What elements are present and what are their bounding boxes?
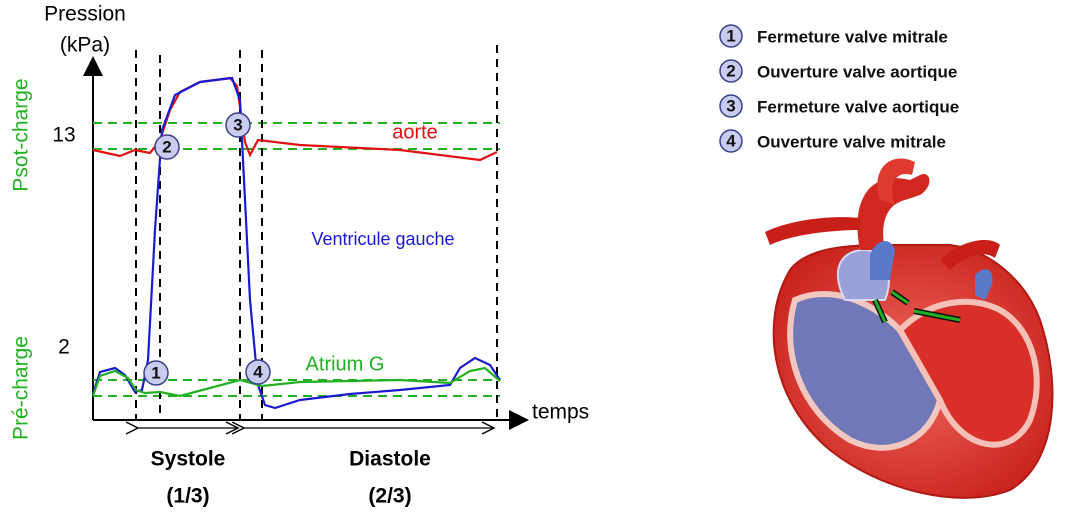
afterload-label: Psot-charge: [10, 78, 33, 191]
marker-number: 2: [162, 137, 171, 156]
marker: 4: [245, 359, 271, 385]
x-label: temps: [532, 401, 589, 424]
legend-number: 4: [726, 131, 736, 150]
y-label: (kPa): [60, 34, 110, 57]
marker: 3: [225, 112, 251, 138]
legend-text: Ouverture valve aortique: [757, 62, 957, 81]
y-tick: 2: [58, 336, 70, 359]
marker-number: 3: [233, 115, 242, 134]
ventricle-curve: [91, 76, 501, 410]
marker: 1: [143, 360, 169, 386]
phase-fraction: (2/3): [368, 485, 411, 508]
legend-item: 4 Ouverture valve mitrale: [719, 129, 946, 153]
legend-text: Fermeture valve aortique: [757, 97, 959, 116]
atrium-label: Atrium G: [306, 353, 385, 375]
legend-number: 1: [726, 26, 735, 45]
preload-label: Pré-charge: [10, 336, 33, 440]
legend-number: 2: [726, 61, 735, 80]
legend-text: Fermeture valve mitrale: [757, 27, 948, 46]
legend-item: 1 Fermeture valve mitrale: [719, 24, 948, 48]
atrium-curve: [91, 366, 501, 398]
legend-number: 3: [726, 96, 735, 115]
y-tick: 13: [52, 124, 75, 147]
marker-number: 1: [151, 363, 160, 382]
marker-number: 4: [253, 362, 263, 381]
aorta-curve: [92, 76, 498, 162]
phase-name: Diastole: [349, 448, 431, 471]
legend-text: Ouverture valve mitrale: [757, 132, 946, 151]
marker: 2: [154, 134, 180, 160]
y-label: Pression: [44, 3, 126, 26]
heart-illustration: [765, 158, 1054, 499]
aorta-label: aorte: [392, 121, 438, 143]
ventricle-label: Ventricule gauche: [311, 229, 454, 249]
legend-item: 3 Fermeture valve aortique: [719, 94, 959, 118]
phase-name: Systole: [151, 448, 226, 471]
phase-fraction: (1/3): [166, 485, 209, 508]
legend-item: 2 Ouverture valve aortique: [719, 59, 957, 83]
